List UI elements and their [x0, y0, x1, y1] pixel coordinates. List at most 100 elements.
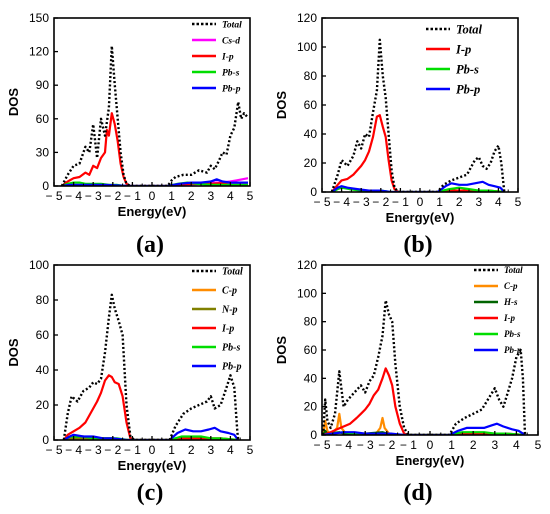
panel-0-tag: (a): [136, 232, 164, 258]
panel-0-series-pb-p: [61, 178, 248, 186]
panel-0-x-tick-label: 1: [168, 189, 175, 203]
panel-2-legend-label: Pb-s: [222, 343, 240, 354]
panel-2-series-group: [62, 293, 240, 440]
panel-0-x-tick-label: − 1: [124, 189, 141, 203]
panel-1-x-tick-label: 4: [495, 195, 502, 209]
panel-1-y-tick-label: 20: [304, 156, 318, 170]
panel-1-y-tick-label: 60: [304, 98, 318, 112]
panel-2-x-tick-label: − 2: [104, 443, 121, 457]
panel-2: − 5− 4− 3− 2− 1 0 1 2 3 4 5020406080100Energy(…: [6, 258, 254, 506]
panel-1-series-total: [330, 38, 506, 192]
panel-2-y-tick-label: 60: [36, 328, 50, 342]
panel-0-x-tick-label: 0: [149, 189, 156, 203]
panel-3-legend-label: Pb-p: [504, 345, 522, 355]
panel-3-x-tick-label: 0: [427, 438, 434, 452]
panel-2-y-tick-label: 20: [36, 398, 50, 412]
panel-1-legend-label: I-p: [455, 42, 471, 56]
panel-1-y-tick-label: 40: [304, 127, 318, 141]
panel-2-legend-label: Pb-p: [222, 362, 241, 373]
panel-3-x-tick-label: − 3: [357, 438, 374, 452]
panel-3-y-tick-label: 80: [304, 315, 318, 329]
panel-2-series-pb-p: [63, 426, 240, 440]
panel-3-legend: Total C-p H-s I-p Pb-s Pb-p: [474, 265, 523, 355]
panel-0-legend-label: Total: [222, 20, 242, 30]
panel-2-y-axis-title: DOS: [6, 338, 21, 367]
panel-0-y-tick-label: 120: [29, 45, 49, 59]
panel-1-y-tick-label: 100: [297, 40, 317, 54]
panel-3-legend-label: Pb-s: [504, 329, 521, 339]
panel-1-series-pb-p: [331, 180, 506, 192]
panel-1-legend: Total I-p Pb-s Pb-p: [426, 22, 482, 96]
panel-0-x-tick-label: 2: [188, 189, 195, 203]
panel-0-legend-label: I-p: [221, 52, 234, 62]
panel-0-y-tick-label: 30: [36, 145, 50, 159]
panel-1-tag: (b): [403, 232, 432, 258]
panel-1-legend-label: Pb-s: [456, 62, 479, 76]
panel-1-x-tick-label: 3: [475, 195, 482, 209]
panel-2-x-tick-label: 4: [227, 443, 234, 457]
panel-1-x-tick-label: 2: [456, 195, 463, 209]
panel-3-x-tick-label: − 4: [335, 438, 352, 452]
panel-2-x-tick-label: 0: [149, 443, 156, 457]
panel-1-y-tick-label: 80: [304, 69, 318, 83]
panel-3-x-tick-label: 2: [470, 438, 477, 452]
panel-0-y-axis-title: DOS: [6, 88, 21, 117]
panel-2-series-total: [62, 293, 240, 440]
panel-2-legend-label: C-p: [222, 286, 237, 297]
panel-3-y-tick-label: 0: [310, 428, 317, 442]
panel-3-y-axis-title: DOS: [274, 336, 289, 365]
panel-0-x-tick-label: − 5: [45, 189, 62, 203]
panel-0-series-total: [60, 44, 248, 186]
panel-1-x-tick-label: 5: [515, 195, 522, 209]
panel-0-x-tick-label: 5: [247, 189, 254, 203]
panel-1-y-tick-label: 0: [310, 185, 317, 199]
panel-3-legend-label: Total: [504, 265, 523, 275]
panel-1-x-tick-label: − 5: [313, 195, 330, 209]
panel-2-x-tick-label: − 4: [65, 443, 82, 457]
panel-0-y-tick-label: 0: [42, 179, 49, 193]
panel-3-series-total: [322, 299, 527, 435]
panel-0-x-tick-label: 3: [207, 189, 214, 203]
panel-2-legend-label: I-p: [221, 324, 234, 335]
panel-1-x-tick-label: 0: [417, 195, 424, 209]
panel-0-y-tick-label: 90: [36, 78, 50, 92]
panel-1-y-tick-label: 120: [297, 11, 317, 25]
panel-1-x-tick-label: − 2: [372, 195, 389, 209]
panel-0-x-tick-label: − 4: [65, 189, 82, 203]
panel-3-x-tick-label: 3: [491, 438, 498, 452]
panel-0-x-tick-label: − 2: [104, 189, 121, 203]
panel-0-x-tick-label: 4: [227, 189, 234, 203]
panel-1-x-tick-label: 1: [436, 195, 443, 209]
panel-3-x-axis-title: Energy(eV): [396, 453, 465, 468]
panel-2-legend-label: Total: [222, 267, 243, 278]
panel-2-y-tick-label: 80: [36, 293, 50, 307]
panel-2-legend: Total C-p N-p I-p Pb-s Pb-p: [192, 267, 243, 373]
panel-2-x-tick-label: 1: [168, 443, 175, 457]
panel-3-y-tick-label: 60: [304, 343, 318, 357]
panel-3-y-tick-label: 100: [297, 286, 317, 300]
panel-3-x-tick-label: 1: [448, 438, 455, 452]
panel-1-series-i-p: [330, 114, 505, 192]
panel-1-legend-label: Total: [456, 22, 482, 36]
panel-1-y-axis-title: DOS: [274, 91, 289, 120]
panel-2-y-tick-label: 0: [42, 433, 49, 447]
panel-2-series-pb-s: [63, 435, 239, 440]
panel-1-x-tick-label: − 1: [392, 195, 409, 209]
panel-3-x-tick-label: 5: [535, 438, 542, 452]
panel-0-series-group: [60, 44, 249, 186]
panel-3-legend-label: C-p: [504, 281, 518, 291]
panel-2-x-tick-label: 3: [207, 443, 214, 457]
panel-3-y-tick-label: 120: [297, 258, 317, 272]
panel-3-x-tick-label: − 2: [378, 438, 395, 452]
panel-1-x-axis-title: Energy(eV): [386, 210, 455, 225]
panel-0: − 5− 4− 3− 2− 1 0 1 2 3 4 50306090120150Energy…: [6, 11, 254, 258]
panel-3-tag: (d): [403, 480, 432, 506]
panel-3-y-tick-label: 20: [304, 400, 318, 414]
panel-2-axes-frame: [53, 264, 251, 441]
panel-1-x-tick-label: − 4: [333, 195, 350, 209]
panel-2-x-axis-title: Energy(eV): [118, 458, 187, 473]
panel-2-tag: (c): [137, 480, 164, 506]
panel-3-series-pb-p: [322, 422, 526, 435]
panel-3-x-tick-label: − 5: [313, 438, 330, 452]
